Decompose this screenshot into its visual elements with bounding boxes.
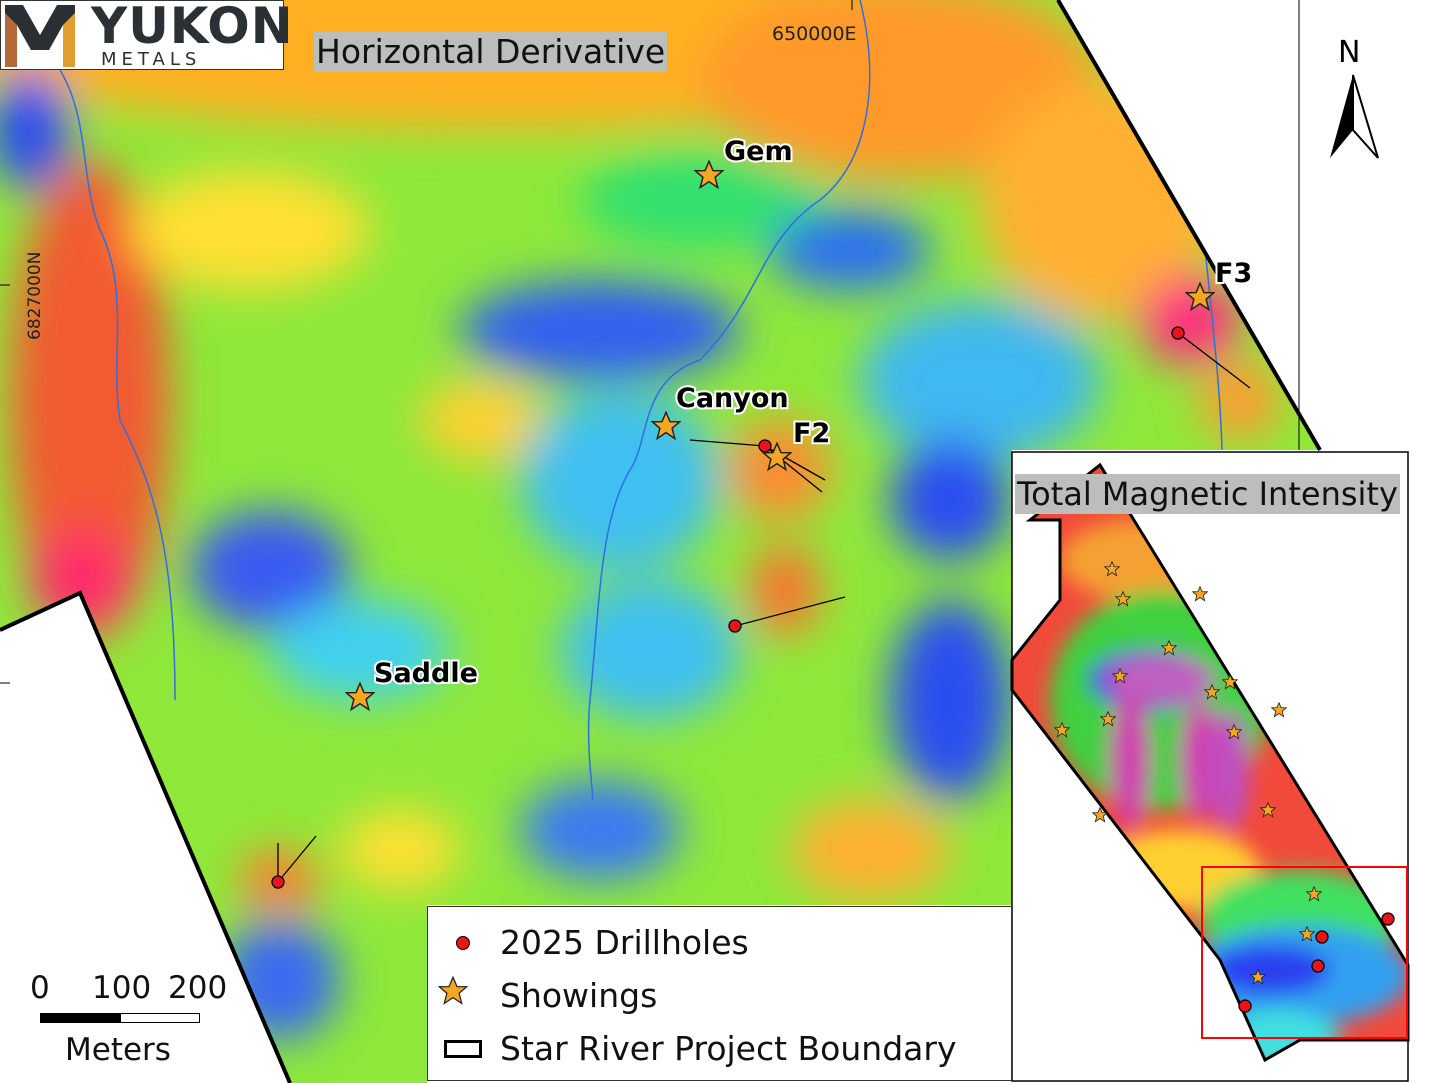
drillhole-marker bbox=[758, 439, 772, 453]
drillhole-marker bbox=[271, 875, 285, 889]
easting-label: 650000E bbox=[772, 23, 857, 45]
showing-label-f3: F3 bbox=[1215, 258, 1252, 289]
boundary-box-icon bbox=[438, 1039, 488, 1058]
showing-label-saddle: Saddle bbox=[374, 658, 478, 689]
logo-subtitle: METALS bbox=[101, 49, 202, 70]
legend-label: 2025 Drillholes bbox=[500, 923, 749, 962]
inset-title: Total Magnetic Intensity bbox=[1015, 474, 1400, 514]
north-arrow-icon bbox=[1298, 0, 1379, 450]
scale-tick-200: 200 bbox=[168, 970, 228, 1006]
drillhole-marker bbox=[1171, 326, 1185, 340]
logo-name: YUKON bbox=[91, 0, 294, 55]
northing-label: 6827000N bbox=[25, 252, 45, 340]
legend: 2025 Drillholes Showings Star River Proj… bbox=[427, 906, 1012, 1081]
showing-label-canyon: Canyon bbox=[676, 383, 789, 414]
legend-label: Star River Project Boundary bbox=[500, 1029, 957, 1068]
scale-unit: Meters bbox=[65, 1032, 171, 1068]
yukon-metals-logo: YUKON METALS bbox=[0, 0, 293, 70]
logo-mark-icon bbox=[5, 5, 75, 67]
showing-label-gem: Gem bbox=[724, 136, 793, 167]
north-label: N bbox=[1338, 35, 1360, 70]
scale-tick-100: 100 bbox=[92, 970, 152, 1006]
inset-extent-box bbox=[1201, 866, 1408, 1039]
map-title: Horizontal Derivative bbox=[314, 32, 668, 72]
drillhole-marker bbox=[728, 619, 742, 633]
inset-map bbox=[1010, 451, 1410, 1082]
drillhole-dot-icon bbox=[438, 935, 488, 950]
scale-tick-0: 0 bbox=[30, 970, 50, 1006]
showing-label-f2: F2 bbox=[793, 418, 830, 449]
legend-item-showings: Showings bbox=[438, 976, 657, 1015]
legend-label: Showings bbox=[500, 976, 658, 1015]
legend-item-drillholes: 2025 Drillholes bbox=[438, 923, 749, 962]
legend-item-boundary: Star River Project Boundary bbox=[438, 1029, 956, 1068]
star-river-project-boundary bbox=[0, 0, 1322, 1083]
